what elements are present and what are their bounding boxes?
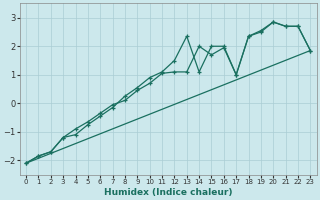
X-axis label: Humidex (Indice chaleur): Humidex (Indice chaleur): [104, 188, 232, 197]
